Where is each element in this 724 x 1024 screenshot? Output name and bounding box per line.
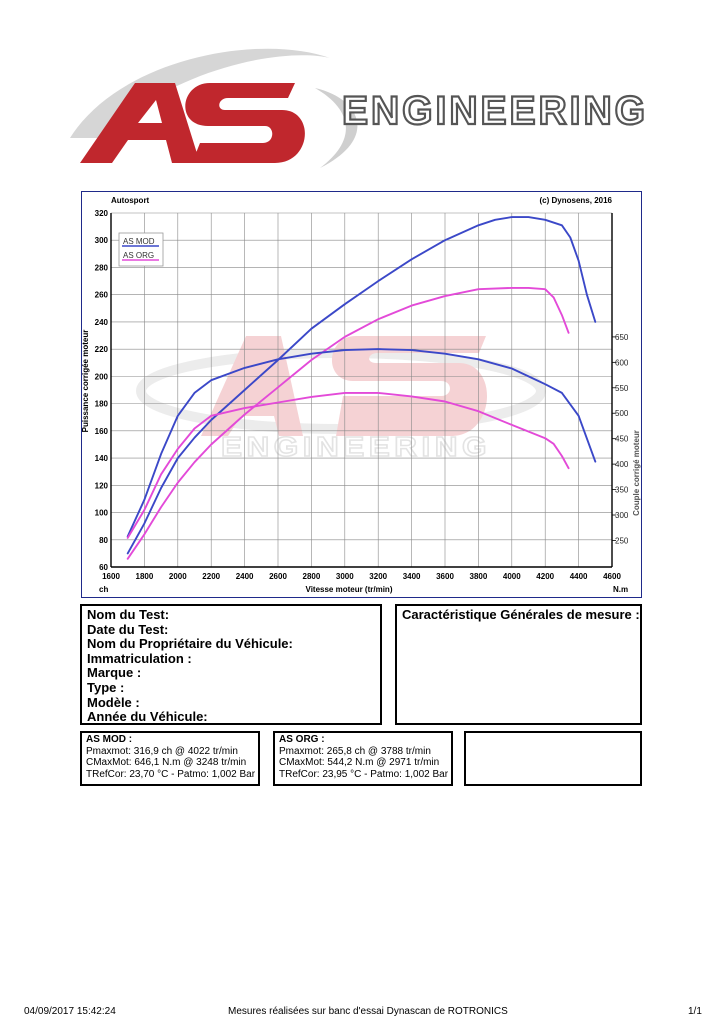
y-axis-label-right: Couple corrigé moteur bbox=[632, 430, 641, 516]
chart-header-right: (c) Dynosens, 2016 bbox=[540, 196, 613, 205]
result-line-mod: CMaxMot: 646,1 N.m @ 3248 tr/min bbox=[86, 757, 247, 768]
x-tick-label: 4600 bbox=[603, 572, 621, 581]
y-axis-label-left: Puissance corrigée moteur bbox=[81, 330, 90, 433]
results-title-org: AS ORG : bbox=[279, 734, 325, 745]
series-line-as-org-power bbox=[126, 286, 570, 560]
y-left-tick-label: 220 bbox=[95, 345, 109, 354]
footer-caption: Mesures réalisées sur banc d'essai Dynas… bbox=[228, 1006, 508, 1017]
test-info-line: Nom du Propriétaire du Véhicule: bbox=[87, 636, 293, 652]
x-unit-right: N.m bbox=[613, 585, 628, 594]
series-line-as-mod-torque bbox=[126, 348, 597, 538]
chart-frame bbox=[81, 191, 642, 598]
company-logo: ENGINEERING bbox=[70, 48, 648, 168]
result-line-org: Pmaxmot: 265,8 ch @ 3788 tr/min bbox=[279, 745, 431, 757]
y-left-tick-label: 100 bbox=[95, 509, 109, 518]
result-line-org: TRefCor: 23,95 °C - Patmo: 1,002 Bar bbox=[279, 768, 449, 780]
test-info-line: Marque : bbox=[87, 665, 142, 681]
y-right-tick-label: 500 bbox=[615, 409, 629, 418]
y-right-tick-label: 650 bbox=[615, 333, 629, 342]
y-left-tick-label: 320 bbox=[95, 209, 109, 218]
y-left-tick-label: 240 bbox=[95, 318, 109, 327]
x-tick-label: 1600 bbox=[102, 572, 120, 581]
x-tick-label: 3600 bbox=[436, 572, 454, 581]
y-right-tick-label: 350 bbox=[615, 486, 629, 495]
test-info-line: Type : bbox=[87, 679, 125, 695]
test-info-line: Immatriculation : bbox=[87, 650, 192, 666]
x-tick-label: 4200 bbox=[536, 572, 554, 581]
x-tick-label: 3400 bbox=[403, 572, 421, 581]
footer-page-number: 1/1 bbox=[688, 1006, 702, 1017]
result-line-mod: TRefCor: 23,70 °C - Patmo: 1,002 Bar bbox=[86, 768, 256, 780]
y-right-tick-label: 300 bbox=[615, 511, 629, 520]
measurement-title: Caractéristique Générales de mesure : bbox=[402, 607, 640, 622]
legend-label-org: AS ORG bbox=[123, 251, 154, 260]
x-tick-label: 3800 bbox=[470, 572, 488, 581]
series-line-as-mod-power bbox=[126, 216, 597, 555]
y-right-tick-label: 250 bbox=[615, 536, 629, 545]
y-left-tick-label: 60 bbox=[99, 563, 108, 572]
test-info-line: Nom du Test: bbox=[87, 607, 170, 622]
x-tick-label: 1800 bbox=[136, 572, 154, 581]
y-left-tick-label: 120 bbox=[95, 481, 109, 490]
y-left-tick-label: 140 bbox=[95, 454, 109, 463]
y-right-tick-label: 600 bbox=[615, 358, 629, 367]
x-tick-label: 4000 bbox=[503, 572, 521, 581]
test-info-line: Année du Véhicule: bbox=[87, 709, 208, 725]
test-info-box: Nom du Test: Date du Test: Nom du Propriét… bbox=[80, 604, 382, 725]
result-line-org: CMaxMot: 544,2 N.m @ 2971 tr/min bbox=[279, 757, 440, 768]
test-info-line: Modèle : bbox=[87, 694, 140, 710]
logo-wordmark: ENGINEERING bbox=[342, 89, 648, 133]
series-line-as-org-torque bbox=[126, 391, 570, 539]
y-left-tick-label: 160 bbox=[95, 427, 109, 436]
results-box-mod: AS MOD : Pmaxmot: 316,9 ch @ 4022 tr/min… bbox=[80, 731, 260, 786]
x-axis-label: Vitesse moteur (tr/min) bbox=[306, 585, 393, 594]
chart-header-left: Autosport bbox=[111, 196, 150, 205]
x-tick-label: 2600 bbox=[269, 572, 287, 581]
legend-label-mod: AS MOD bbox=[123, 237, 155, 246]
x-tick-label: 2800 bbox=[303, 572, 321, 581]
x-tick-label: 2000 bbox=[169, 572, 187, 581]
svg-text:ENGINEERING: ENGINEERING bbox=[221, 431, 491, 462]
watermark-logo: ENGINEERING bbox=[136, 336, 546, 463]
results-title-mod: AS MOD : bbox=[86, 734, 133, 745]
y-left-tick-label: 200 bbox=[95, 372, 109, 381]
y-left-tick-label: 280 bbox=[95, 263, 109, 272]
x-tick-label: 2200 bbox=[202, 572, 220, 581]
y-left-tick-label: 80 bbox=[99, 536, 108, 545]
x-tick-label: 3200 bbox=[369, 572, 387, 581]
results-box-org: AS ORG : Pmaxmot: 265,8 ch @ 3788 tr/min… bbox=[273, 731, 453, 786]
result-line-mod: Pmaxmot: 316,9 ch @ 4022 tr/min bbox=[86, 745, 238, 757]
y-right-tick-label: 550 bbox=[615, 384, 629, 393]
test-info-line: Date du Test: bbox=[87, 621, 169, 637]
x-tick-label: 3000 bbox=[336, 572, 354, 581]
x-unit-left: ch bbox=[99, 585, 108, 594]
y-left-tick-label: 180 bbox=[95, 400, 109, 409]
footer-timestamp: 04/09/2017 15:42:24 bbox=[24, 1006, 116, 1017]
x-tick-label: 4400 bbox=[570, 572, 588, 581]
results-box-empty bbox=[464, 731, 642, 786]
y-left-tick-label: 300 bbox=[95, 236, 109, 245]
chart-legend: AS MOD AS ORG bbox=[118, 232, 164, 267]
y-right-tick-label: 450 bbox=[615, 435, 629, 444]
dyno-chart: ENGINEERING 1600 1800 2000 2200 2400 2600 2800… bbox=[81, 196, 641, 594]
x-tick-label: 2400 bbox=[236, 572, 254, 581]
y-right-tick-label: 400 bbox=[615, 460, 629, 469]
measurement-box: Caractéristique Générales de mesure : bbox=[395, 604, 642, 725]
y-left-tick-label: 260 bbox=[95, 291, 109, 300]
